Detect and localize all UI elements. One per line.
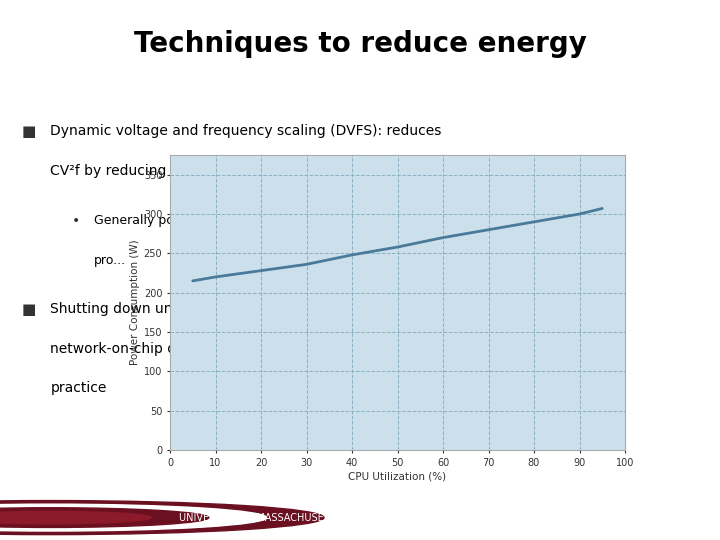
Text: 128: 128 <box>677 512 698 523</box>
Text: practice: practice <box>50 381 107 395</box>
X-axis label: CPU Utilization (%): CPU Utilization (%) <box>348 472 446 482</box>
Circle shape <box>0 504 266 531</box>
Text: Dynamic voltage and frequency scaling (DVFS): reduces: Dynamic voltage and frequency scaling (D… <box>50 124 442 138</box>
Y-axis label: Power Consumption (W): Power Consumption (W) <box>130 240 140 366</box>
Text: Shutting down unused parts of the chip: reduces power in parts of: Shutting down unused parts of the chip: … <box>50 302 511 316</box>
Circle shape <box>0 511 151 524</box>
Text: ■: ■ <box>22 124 36 139</box>
Circle shape <box>0 508 209 528</box>
Text: pro...: pro... <box>94 254 126 267</box>
Text: Techniques to reduce energy: Techniques to reduce energy <box>134 30 586 58</box>
Text: ■: ■ <box>22 302 36 316</box>
Text: UNIVERSITY OF MASSACHUSETTS AMHERST • School of Computer Science: UNIVERSITY OF MASSACHUSETTS AMHERST • Sc… <box>179 512 541 523</box>
Text: Generally possible to reduce voltage until processors become unreliable: Generally possible to reduce voltage unt… <box>94 214 547 227</box>
Circle shape <box>0 501 324 535</box>
Text: network-on-chip or memory banks that are not currently used; difficult in: network-on-chip or memory banks that are… <box>50 341 559 355</box>
Text: CV²f by reducing voltage V: CV²f by reducing voltage V <box>50 164 237 178</box>
Text: •: • <box>72 214 80 228</box>
